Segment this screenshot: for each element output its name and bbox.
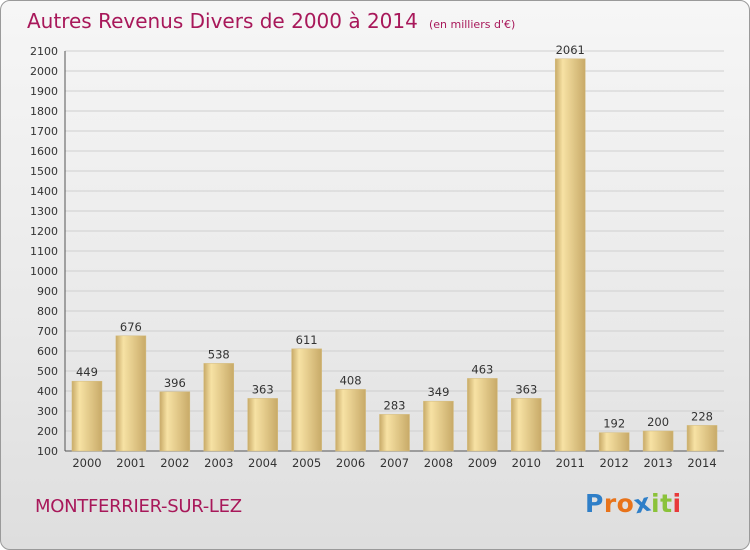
y-tick-label: 1500 [30, 165, 58, 178]
y-tick-label: 500 [37, 365, 58, 378]
y-tick-label: 100 [37, 445, 58, 458]
data-label: 192 [603, 417, 625, 431]
bar [423, 400, 454, 452]
bar [511, 398, 542, 452]
y-tick-label: 300 [37, 405, 58, 418]
y-tick-label: 2000 [30, 65, 58, 78]
city-label: MONTFERRIER-SUR-LEZ [35, 496, 242, 517]
x-tick-label: 2010 [512, 456, 541, 470]
data-label: 363 [252, 382, 274, 396]
data-label: 283 [384, 398, 406, 412]
y-tick-label: 800 [37, 305, 58, 318]
chart-title: Autres Revenus Divers de 2000 à 2014 [27, 9, 418, 33]
brand-letter: P [585, 489, 604, 518]
y-tick-label: 900 [37, 285, 58, 298]
data-label: 2061 [556, 43, 585, 57]
bar [554, 58, 586, 452]
brand-letter: t [660, 489, 673, 518]
data-label: 349 [427, 385, 449, 399]
x-tick-label: 2012 [600, 456, 629, 470]
x-tick-label: 2004 [248, 456, 277, 470]
bar [71, 380, 103, 452]
y-tick-label: 400 [37, 385, 58, 398]
x-tick-label: 2001 [116, 456, 145, 470]
data-label: 611 [296, 333, 318, 347]
x-tick-label: 2007 [380, 456, 409, 470]
y-tick-label: 600 [37, 345, 58, 358]
data-label: 463 [471, 362, 493, 376]
y-tick-label: 1300 [30, 205, 58, 218]
x-tick-label: 2006 [336, 456, 365, 470]
bar [642, 430, 674, 452]
data-label: 396 [164, 376, 186, 390]
data-label: 408 [340, 373, 362, 387]
y-tick-label: 1700 [30, 125, 58, 138]
x-tick-label: 2014 [687, 456, 716, 470]
data-label: 228 [691, 409, 713, 423]
chart-title-block: Autres Revenus Divers de 2000 à 2014 (en… [27, 9, 515, 33]
brand-letter: i [672, 489, 682, 518]
x-tick-label: 2002 [160, 456, 189, 470]
x-tick-label: 2009 [468, 456, 497, 470]
y-tick-label: 1800 [30, 105, 58, 118]
x-tick-label: 2000 [72, 456, 101, 470]
bar [115, 335, 147, 452]
y-tick-label: 1100 [30, 245, 58, 258]
bar [247, 398, 278, 452]
x-tick-label: 2011 [556, 456, 585, 470]
data-label: 363 [515, 382, 537, 396]
y-tick-label: 1400 [30, 185, 58, 198]
x-tick-label: 2005 [292, 456, 321, 470]
x-tick-label: 2008 [424, 456, 453, 470]
bar [379, 414, 410, 452]
data-label: 449 [76, 365, 98, 379]
bar [467, 378, 498, 452]
bar [291, 348, 322, 452]
data-label: 538 [208, 347, 230, 361]
data-label: 676 [120, 320, 142, 334]
brand-letter: r [603, 489, 617, 518]
bar [335, 389, 366, 452]
y-tick-label: 1000 [30, 265, 58, 278]
brand-letter: i [651, 489, 661, 518]
x-tick-label: 2013 [643, 456, 672, 470]
bar [159, 391, 191, 452]
brand-logo: Proxiti [585, 488, 682, 520]
x-tick-label: 2003 [204, 456, 233, 470]
y-tick-label: 2100 [30, 45, 58, 58]
y-tick-label: 1600 [30, 145, 58, 158]
brand-letter: o [616, 489, 635, 518]
bar [203, 363, 235, 452]
y-tick-label: 200 [37, 425, 58, 438]
bar [686, 425, 718, 452]
y-tick-label: 1900 [30, 85, 58, 98]
y-tick-label: 700 [37, 325, 58, 338]
chart-subtitle: (en milliers d'€) [428, 18, 516, 31]
data-label: 200 [647, 415, 669, 429]
bar [598, 432, 630, 452]
y-tick-label: 1200 [30, 225, 58, 238]
